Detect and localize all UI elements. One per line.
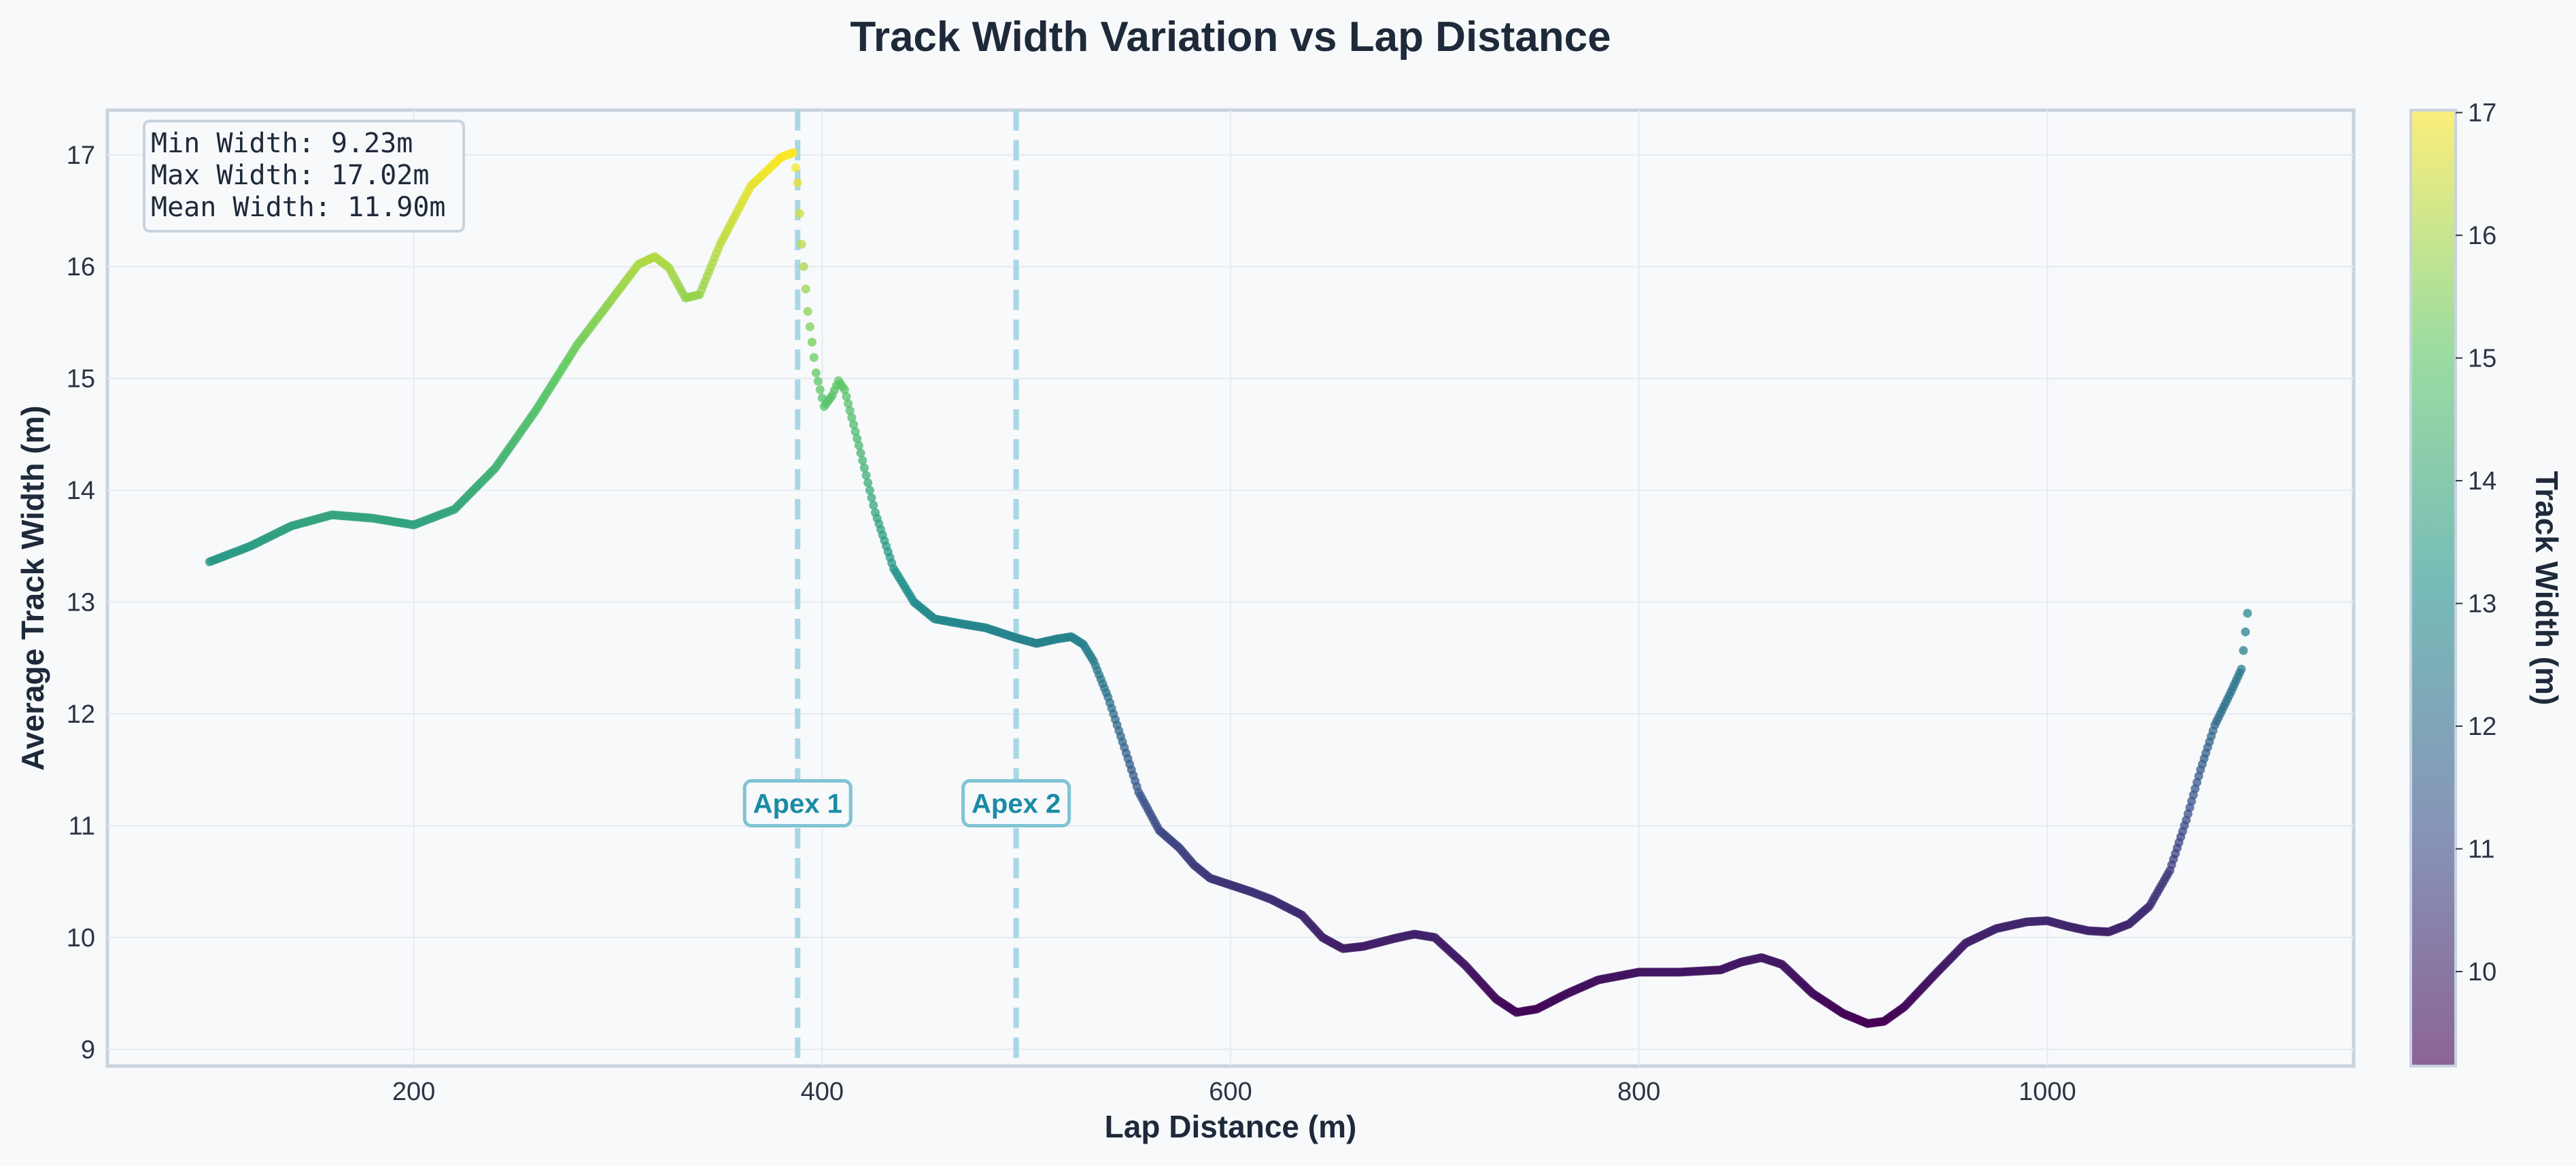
data-point xyxy=(797,239,806,249)
colorbar-tick-label: 10 xyxy=(2468,958,2496,987)
data-point xyxy=(793,178,802,188)
data-point xyxy=(2243,608,2252,618)
data-point xyxy=(842,392,851,401)
colorbar-ticks: 10 11 12 13 14 15 16 17 xyxy=(2456,99,2496,987)
data-points xyxy=(205,148,2252,1028)
y-tick-label: 14 xyxy=(67,477,95,505)
data-point xyxy=(854,441,863,450)
stats-box: Min Width: 9.23m Max Width: 17.02m Mean … xyxy=(143,120,465,233)
data-point xyxy=(840,385,849,394)
y-tick-label: 17 xyxy=(67,141,95,170)
data-point xyxy=(815,385,825,394)
colorbar-tick-label: 17 xyxy=(2468,99,2496,128)
colorbar-tick-label: 11 xyxy=(2468,836,2494,864)
y-axis-label: Average Track Width (m) xyxy=(15,405,50,770)
x-tick-label: 600 xyxy=(1209,1078,1252,1106)
data-point xyxy=(807,337,817,347)
data-point xyxy=(799,262,808,271)
data-point xyxy=(795,209,804,218)
apex-labels: Apex 1 Apex 2 xyxy=(742,779,1071,828)
data-point xyxy=(813,377,823,386)
data-point xyxy=(801,284,810,294)
data-point xyxy=(856,448,865,458)
data-point xyxy=(861,470,871,480)
x-axis-ticks: 200 400 600 800 1000 xyxy=(392,1078,2076,1106)
data-point xyxy=(2239,646,2248,655)
x-tick-label: 400 xyxy=(801,1078,844,1106)
colorbar-gradient xyxy=(2409,109,2457,1067)
data-point xyxy=(789,148,798,157)
x-tick-label: 200 xyxy=(392,1078,435,1106)
colorbar-tick-label: 12 xyxy=(2468,713,2496,741)
apex-label: Apex 1 xyxy=(753,789,842,819)
apex-lines xyxy=(795,110,1019,1066)
stats-max-width: Max Width: 17.02m xyxy=(151,160,429,191)
stats-min-width: Min Width: 9.23m xyxy=(151,128,413,159)
data-point xyxy=(863,478,873,487)
data-point xyxy=(791,163,800,173)
apex-label-box xyxy=(961,779,1071,828)
colorbar-tick-label: 15 xyxy=(2468,345,2496,373)
apex-label: Apex 2 xyxy=(972,789,1061,819)
data-point xyxy=(858,456,868,465)
y-tick-label: 16 xyxy=(67,253,95,281)
data-point xyxy=(853,434,862,443)
data-point xyxy=(2237,664,2246,674)
data-point xyxy=(844,399,853,409)
data-point xyxy=(859,463,869,473)
data-point xyxy=(2241,627,2250,636)
x-tick-label: 800 xyxy=(1617,1078,1660,1106)
stats-mean-width: Mean Width: 11.90m xyxy=(151,192,445,223)
y-axis-ticks: 9 10 11 12 13 14 15 16 17 xyxy=(67,141,95,1065)
x-tick-label: 1000 xyxy=(2019,1078,2076,1106)
data-point xyxy=(811,368,821,377)
data-point xyxy=(851,427,860,436)
data-point xyxy=(865,485,874,495)
y-tick-label: 15 xyxy=(67,365,95,394)
y-tick-label: 13 xyxy=(67,589,95,617)
data-point xyxy=(847,413,857,422)
y-tick-label: 10 xyxy=(67,924,95,953)
chart-title: Track Width Variation vs Lap Distance xyxy=(850,14,1611,61)
y-tick-label: 11 xyxy=(69,812,95,840)
data-point xyxy=(869,500,878,510)
x-axis-label: Lap Distance (m) xyxy=(1105,1109,1357,1144)
colorbar-tick-label: 16 xyxy=(2468,222,2496,250)
data-point xyxy=(809,353,819,362)
data-point xyxy=(849,420,858,429)
y-tick-label: 12 xyxy=(67,700,95,729)
data-point xyxy=(867,493,876,502)
data-point xyxy=(805,322,814,332)
apex-label-box xyxy=(742,779,853,828)
colorbar: 10 11 12 13 14 15 16 17 Track Width (m) xyxy=(2409,99,2564,1067)
data-point xyxy=(803,307,812,316)
colorbar-tick-label: 14 xyxy=(2468,467,2496,496)
y-tick-label: 9 xyxy=(81,1035,95,1064)
data-point xyxy=(845,406,855,415)
colorbar-label: Track Width (m) xyxy=(2529,471,2564,706)
colorbar-tick-label: 13 xyxy=(2468,590,2496,619)
